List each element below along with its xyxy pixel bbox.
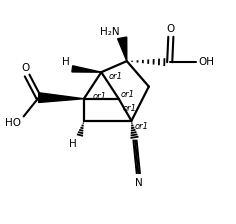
Text: OH: OH — [198, 57, 214, 67]
Text: or1: or1 — [135, 122, 149, 131]
Polygon shape — [72, 66, 101, 72]
Text: H₂N: H₂N — [100, 27, 120, 37]
Polygon shape — [118, 37, 127, 61]
Text: or1: or1 — [93, 92, 107, 101]
Text: or1: or1 — [122, 104, 136, 113]
Text: or1: or1 — [108, 72, 122, 81]
Text: N: N — [135, 178, 142, 188]
Text: or1: or1 — [121, 90, 135, 99]
Text: H: H — [62, 57, 70, 67]
Text: HO: HO — [5, 118, 21, 128]
Text: O: O — [167, 24, 175, 34]
Text: O: O — [21, 63, 29, 73]
Polygon shape — [38, 93, 84, 103]
Text: H: H — [69, 139, 76, 149]
